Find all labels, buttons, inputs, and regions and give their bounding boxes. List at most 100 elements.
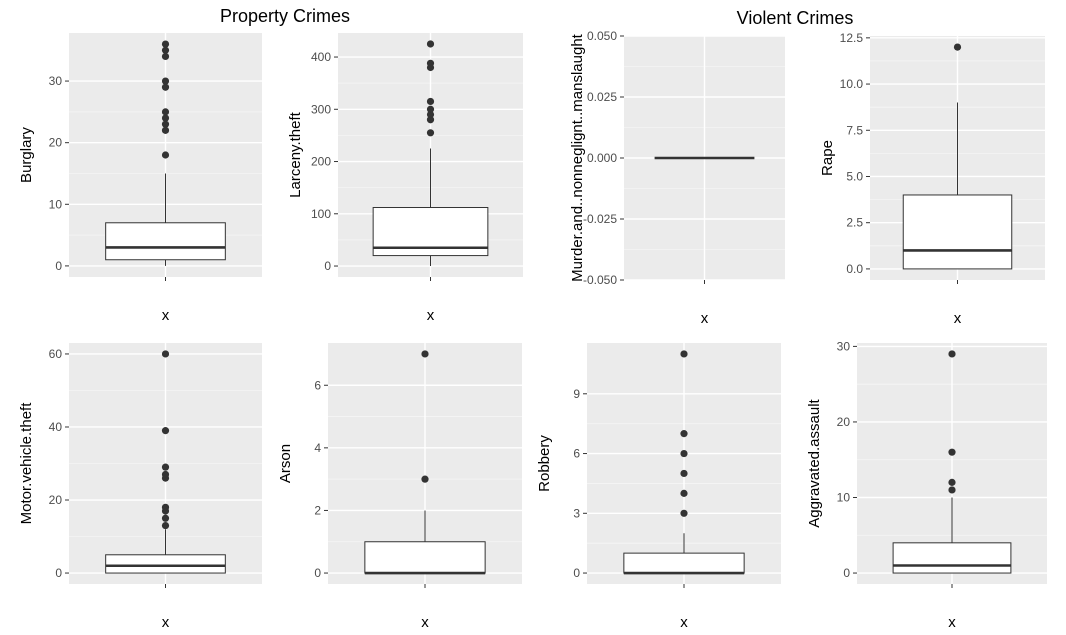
x-axis-label: x	[948, 614, 956, 631]
panel-1: 0 10 20 30 x Burglary	[18, 33, 262, 324]
x-axis-label: x	[421, 614, 429, 631]
outlier-point	[421, 475, 429, 483]
y-tick-label: 10	[837, 490, 851, 504]
outlier-point	[161, 52, 170, 61]
x-axis-label: x	[162, 614, 170, 631]
outlier-point	[680, 509, 688, 517]
outlier-point	[161, 151, 170, 159]
outlier-point	[161, 108, 170, 116]
y-tick-label: 9	[573, 387, 580, 401]
y-tick-label: 60	[49, 347, 63, 361]
x-axis-label: x	[954, 310, 962, 327]
outlier-point	[426, 129, 435, 137]
y-tick-label: -0.025	[583, 212, 617, 226]
outlier-point	[680, 350, 688, 358]
outlier-point	[161, 514, 170, 522]
y-tick-label: 30	[49, 74, 63, 88]
y-tick-label: 0	[55, 566, 62, 580]
y-tick-label: 0.0	[846, 262, 863, 276]
y-tick-label: 0.050	[587, 29, 617, 43]
outlier-point	[421, 350, 429, 358]
y-tick-label: 10	[49, 197, 63, 211]
y-axis-label: Rape	[819, 140, 836, 176]
outlier-point	[948, 478, 956, 486]
outlier-point	[426, 40, 435, 48]
y-tick-label: 5.0	[846, 169, 863, 183]
outlier-point	[948, 350, 956, 358]
outlier-point	[161, 503, 170, 511]
y-tick-label: 300	[311, 102, 331, 116]
y-axis-label: Burglary	[18, 127, 35, 183]
y-tick-label: 7.5	[846, 123, 863, 137]
outlier-point	[426, 110, 435, 119]
y-tick-label: 0.025	[587, 90, 617, 104]
y-tick-label: 10.0	[840, 77, 864, 91]
outlier-point	[680, 489, 688, 497]
y-tick-label: 0	[324, 259, 331, 273]
x-axis-label: x	[701, 310, 709, 327]
panel-4: 0.0 2.5 5.0 7.5 10.0 12.5 x Rape	[819, 31, 1045, 327]
y-tick-label: 400	[311, 50, 331, 64]
iqr-box	[105, 554, 226, 574]
outlier-point	[161, 77, 170, 85]
outlier-point	[953, 43, 962, 51]
iqr-box	[105, 222, 226, 261]
panel-8: 0 10 20 30 x Aggravated.assault	[806, 339, 1047, 631]
outlier-point	[161, 114, 170, 122]
y-tick-label: 0	[843, 566, 850, 580]
panel-3: -0.050 -0.025 0.000 0.025 0.050 x Murder.and..…	[569, 29, 785, 327]
panel-6: 0 2 4 6 x Arson	[277, 343, 522, 631]
panel-7: 0 3 6 9 x Robbery	[536, 343, 781, 631]
y-axis-label: Robbery	[536, 435, 553, 492]
group-title-violent: Violent Crimes	[737, 8, 854, 28]
y-tick-label: 12.5	[840, 31, 864, 45]
outlier-point	[161, 427, 170, 435]
y-tick-label: 3	[573, 506, 580, 520]
outlier-point	[161, 83, 170, 91]
outlier-point	[948, 486, 956, 494]
iqr-box	[623, 552, 745, 574]
outlier-point	[426, 105, 435, 113]
y-tick-label: 0.000	[587, 151, 617, 165]
outlier-point	[161, 350, 170, 358]
y-axis-label: Aggravated.assault	[806, 398, 823, 527]
outlier-point	[426, 97, 435, 106]
y-tick-label: 30	[837, 339, 851, 353]
outlier-point	[161, 126, 170, 134]
y-axis-label: Larceny.theft	[287, 111, 304, 197]
panels-container: 0102030xBurglary0100200300400xLarceny.th…	[18, 29, 1047, 631]
y-tick-label: 6	[314, 378, 321, 392]
x-axis-label: x	[427, 307, 435, 324]
y-tick-label: 200	[311, 155, 331, 169]
y-tick-label: 0	[573, 566, 580, 580]
outlier-point	[161, 470, 170, 479]
iqr-box	[892, 542, 1012, 574]
y-tick-label: -0.050	[583, 273, 617, 287]
outlier-point	[680, 430, 688, 438]
y-tick-label: 0	[314, 566, 321, 580]
outlier-point	[426, 116, 435, 124]
outlier-point	[161, 120, 170, 128]
y-tick-label: 20	[49, 493, 63, 507]
panel-5: 0 20 40 60 x Motor.vehicle.theft	[18, 343, 262, 631]
y-tick-label: 2.5	[846, 216, 863, 230]
outlier-point	[161, 463, 170, 471]
y-tick-label: 20	[837, 415, 851, 429]
y-tick-label: 40	[49, 420, 63, 434]
iqr-box	[902, 194, 1013, 270]
outlier-point	[680, 449, 688, 458]
y-tick-label: 100	[311, 207, 331, 221]
outlier-point	[426, 59, 435, 67]
x-axis-label: x	[162, 307, 170, 324]
y-tick-label: 6	[573, 447, 580, 461]
outlier-point	[161, 40, 170, 48]
group-title-property: Property Crimes	[220, 6, 350, 26]
iqr-box	[364, 541, 486, 574]
y-axis-label: Murder.and..nonneglignt..manslaught	[569, 33, 586, 282]
outlier-point	[948, 448, 956, 456]
outlier-point	[161, 521, 170, 530]
y-tick-label: 4	[314, 441, 321, 455]
outlier-point	[161, 46, 170, 54]
y-axis-label: Motor.vehicle.theft	[18, 402, 35, 525]
